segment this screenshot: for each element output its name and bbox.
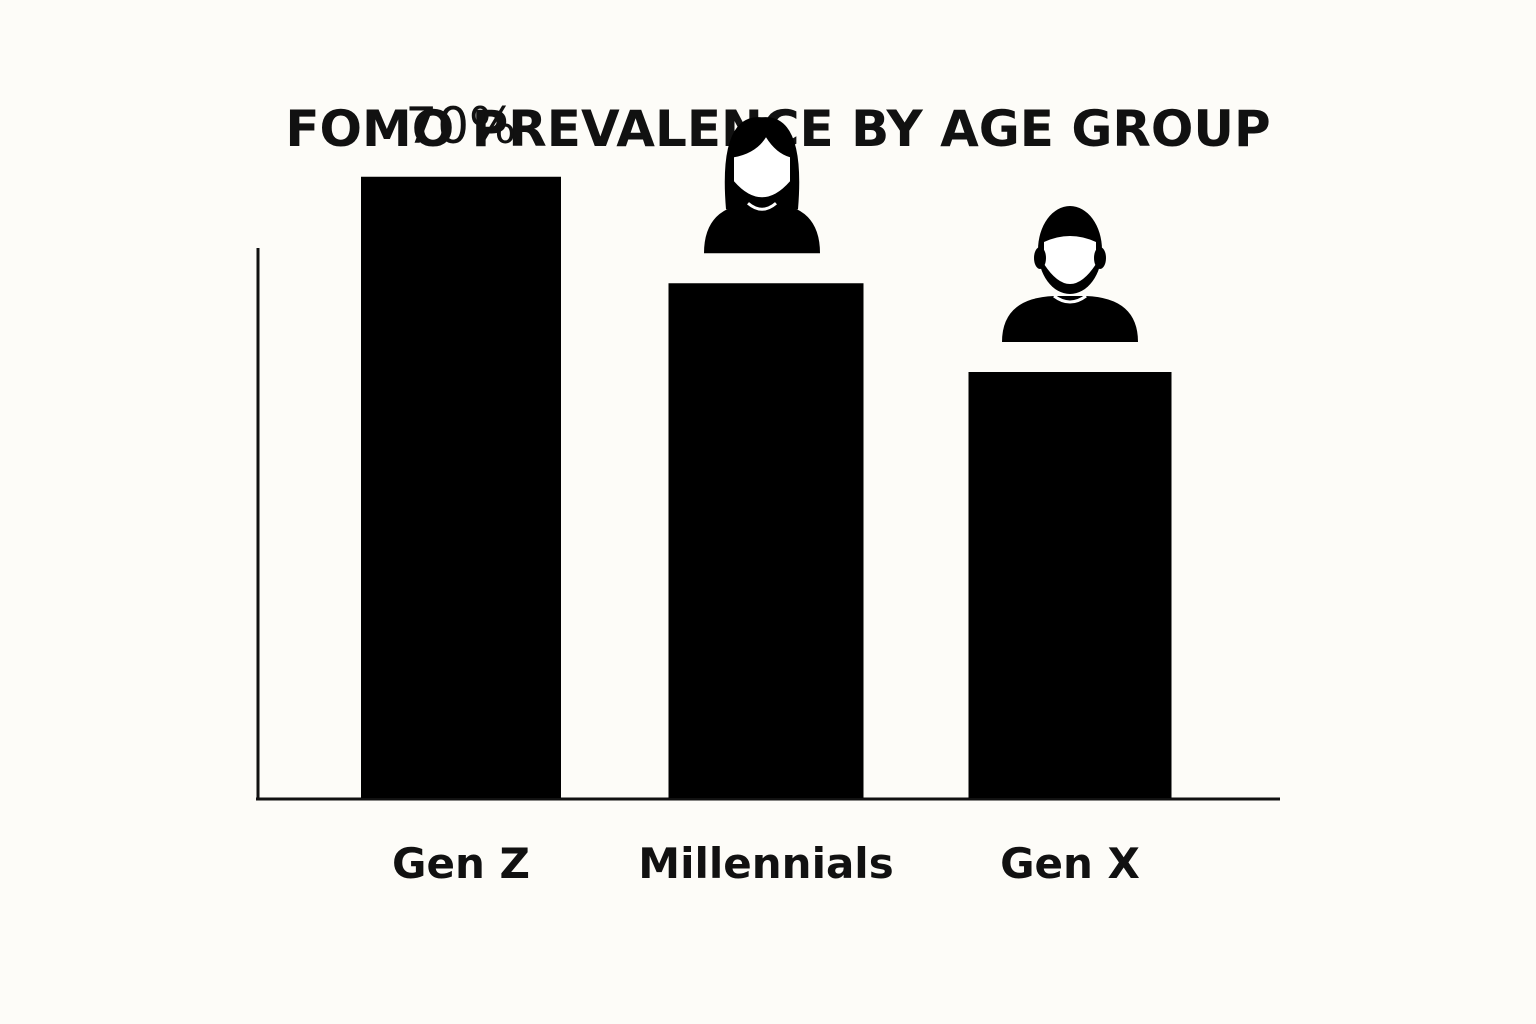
x-tick-label: Gen X <box>1000 839 1140 888</box>
data-label: 70% <box>405 97 516 155</box>
woman-avatar-icon <box>704 117 820 254</box>
bar-gen-z <box>361 176 561 798</box>
bar-gen-x <box>968 372 1172 798</box>
x-tick-label: Millennials <box>638 839 893 888</box>
man-avatar-icon <box>1002 206 1138 342</box>
labels-group: Gen Z 70% Millennials Gen X <box>392 97 1140 888</box>
x-tick-label: Gen Z <box>392 839 530 888</box>
icons-group <box>704 117 1138 342</box>
bars-group <box>361 176 1172 798</box>
bar-millennials <box>668 283 864 798</box>
